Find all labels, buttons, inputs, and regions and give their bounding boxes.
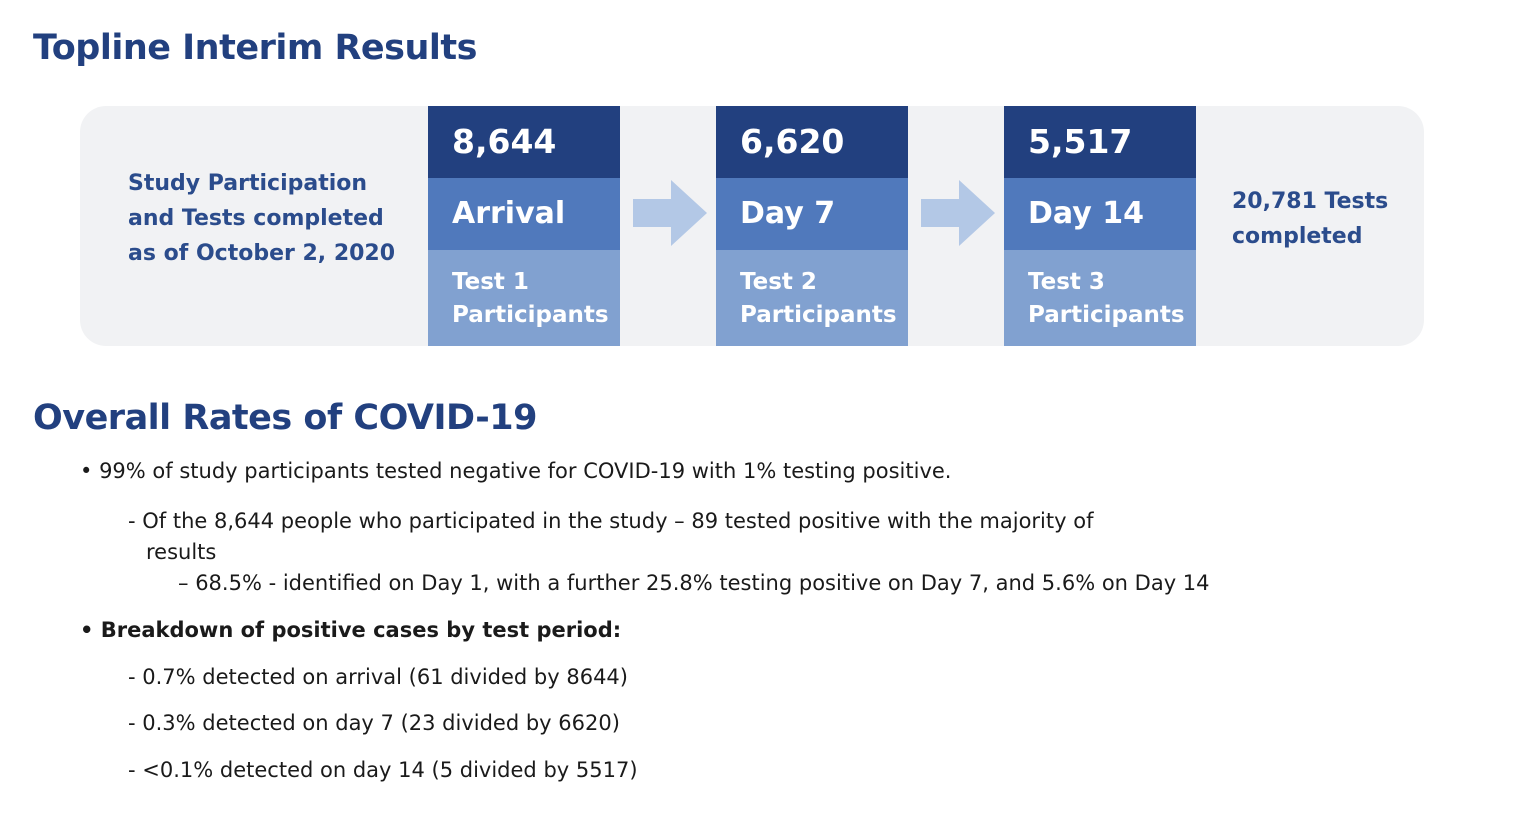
- page-title-topline: Topline Interim Results: [33, 28, 477, 68]
- stage-count: 6,620: [716, 106, 908, 178]
- bullet-dot-icon: •: [80, 618, 101, 642]
- stage-day-14: 5,517 Day 14 Test 3 Participants: [1004, 106, 1196, 346]
- dash-icon: -: [128, 665, 143, 689]
- stage-count: 5,517: [1004, 106, 1196, 178]
- sub-bullet-arrival-rate: - 0.7% detected on arrival (61 divided b…: [128, 665, 628, 689]
- bullet-text: 0.7% detected on arrival (61 divided by …: [142, 665, 628, 689]
- stage-description: Test 3 Participants: [1004, 250, 1196, 346]
- tests-total-line: 20,781 Tests: [1232, 189, 1389, 214]
- bullet-text: 0.3% detected on day 7 (23 divided by 66…: [142, 711, 620, 735]
- dash-icon: -: [128, 711, 143, 735]
- stage-day-7: 6,620 Day 7 Test 2 Participants: [716, 106, 908, 346]
- bullet-text-continued: results: [146, 540, 217, 564]
- section-title-overall-rates: Overall Rates of COVID-19: [33, 398, 537, 438]
- stage-label: Arrival: [428, 178, 620, 250]
- bullet-breakdown-heading: • Breakdown of positive cases by test pe…: [80, 618, 621, 642]
- stage-description: Test 1 Participants: [428, 250, 620, 346]
- tests-total-line: completed: [1232, 224, 1363, 249]
- dash-icon: –: [178, 571, 196, 595]
- caption-line: and Tests completed: [128, 206, 384, 231]
- dash-icon: -: [128, 509, 143, 533]
- bullet-negative-rate: • 99% of study participants tested negat…: [80, 459, 951, 483]
- bullet-text: Breakdown of positive cases by test peri…: [100, 618, 622, 642]
- caption-line: as of October 2, 2020: [128, 241, 396, 266]
- stage-test-name: Test 3: [1028, 269, 1105, 295]
- stage-label: Day 14: [1004, 178, 1196, 250]
- bullet-text: <0.1% detected on day 14 (5 divided by 5…: [142, 758, 638, 782]
- sub-sub-bullet-day-breakdown: – 68.5% - identified on Day 1, with a fu…: [178, 571, 1210, 595]
- sub-bullet-day-14-rate: - <0.1% detected on day 14 (5 divided by…: [128, 758, 638, 782]
- sub-bullet-positive-count: - Of the 8,644 people who participated i…: [128, 506, 1093, 568]
- stage-count: 8,644: [428, 106, 620, 178]
- stage-participants-label: Participants: [452, 302, 609, 328]
- bullet-dot-icon: •: [80, 459, 100, 483]
- stage-test-name: Test 1: [452, 269, 529, 295]
- stage-participants-label: Participants: [740, 302, 897, 328]
- stage-label: Day 7: [716, 178, 908, 250]
- stage-arrival: 8,644 Arrival Test 1 Participants: [428, 106, 620, 346]
- study-participation-caption: Study Participation and Tests completed …: [128, 166, 418, 271]
- stage-description: Test 2 Participants: [716, 250, 908, 346]
- bullet-text: 99% of study participants tested negativ…: [99, 459, 952, 483]
- tests-completed-summary: 20,781 Tests completed: [1232, 184, 1388, 254]
- stage-participants-label: Participants: [1028, 302, 1185, 328]
- sub-bullet-day-7-rate: - 0.3% detected on day 7 (23 divided by …: [128, 711, 620, 735]
- dash-icon: -: [128, 758, 143, 782]
- stage-test-name: Test 2: [740, 269, 817, 295]
- right-arrow-icon: [921, 180, 995, 246]
- bullet-text: Of the 8,644 people who participated in …: [142, 509, 1094, 533]
- bullet-text: 68.5% - identified on Day 1, with a furt…: [195, 571, 1210, 595]
- right-arrow-icon: [633, 180, 707, 246]
- caption-line: Study Participation: [128, 171, 368, 196]
